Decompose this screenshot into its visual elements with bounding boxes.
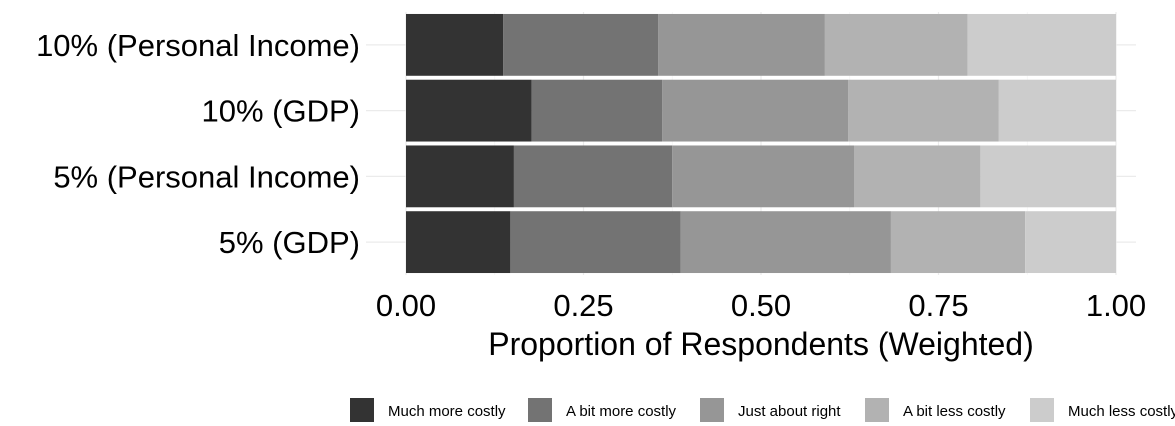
legend-label: Just about right [738, 403, 841, 420]
bar-segment [503, 13, 659, 76]
bar-segment [662, 79, 849, 142]
bar-segment [998, 79, 1116, 142]
legend-swatch [865, 398, 889, 422]
legend-label: A bit more costly [566, 403, 677, 420]
y-axis-labels: 10% (Personal Income) 10% (GDP) 5% (Person… [36, 28, 360, 260]
legend-swatch [700, 398, 724, 422]
legend-swatch [1030, 398, 1054, 422]
bar-segment [658, 13, 825, 76]
bar-segment [406, 13, 504, 76]
x-axis-title: Proportion of Respondents (Weighted) [488, 326, 1034, 362]
legend: Much more costly A bit more costly Just ab… [350, 398, 1175, 422]
y-tick-label: 5% (Personal Income) [53, 159, 360, 194]
x-tick-label: 0.00 [376, 288, 436, 323]
x-axis-tick-labels: 0.00 0.25 0.50 0.75 1.00 [376, 288, 1146, 323]
bar-segment [848, 79, 999, 142]
bar-segment [890, 211, 1026, 274]
bar-segment [406, 145, 514, 208]
legend-label: Much less costly [1068, 403, 1175, 420]
x-tick-label: 0.25 [553, 288, 613, 323]
y-tick-label: 10% (Personal Income) [36, 28, 360, 63]
bar-segment [824, 13, 968, 76]
bar-segment [854, 145, 981, 208]
bar-segment [531, 79, 663, 142]
bar-segment [406, 211, 511, 274]
bars-layer [406, 13, 1116, 274]
x-tick-label: 0.50 [731, 288, 791, 323]
bar-segment [510, 211, 681, 274]
legend-swatch [528, 398, 552, 422]
bar-segment [406, 79, 532, 142]
y-tick-label: 5% (GDP) [219, 225, 360, 260]
bar-segment [1025, 211, 1116, 274]
bar-segment [680, 211, 891, 274]
bar-segment [980, 145, 1116, 208]
legend-label: A bit less costly [903, 403, 1006, 420]
legend-swatch [350, 398, 374, 422]
x-tick-label: 0.75 [908, 288, 968, 323]
bar-segment [513, 145, 673, 208]
bar-segment [672, 145, 855, 208]
legend-label: Much more costly [388, 403, 506, 420]
bar-segment [967, 13, 1116, 76]
y-tick-label: 10% (GDP) [202, 94, 360, 129]
x-tick-label: 1.00 [1086, 288, 1146, 323]
